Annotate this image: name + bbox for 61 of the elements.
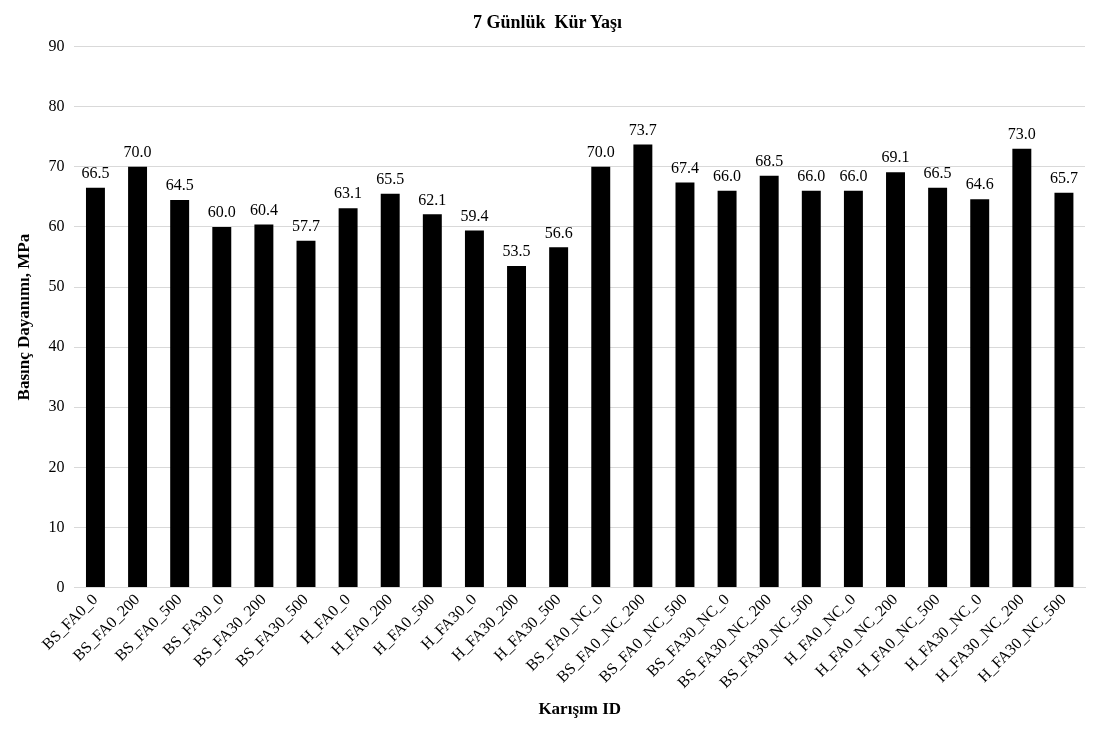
- data-label: 63.1: [334, 184, 363, 202]
- data-label: 67.4: [670, 158, 699, 176]
- y-tick-label: 20: [48, 457, 65, 475]
- x-axis-title: Karışım ID: [538, 699, 622, 719]
- bar: [1054, 192, 1074, 588]
- y-tick-label: 40: [48, 337, 65, 355]
- data-label: 65.7: [1049, 168, 1078, 186]
- data-label: 64.5: [165, 176, 194, 194]
- bar: [254, 224, 274, 588]
- bar: [170, 199, 190, 588]
- data-label: 70.0: [586, 143, 615, 161]
- y-tick-label: 70: [48, 157, 65, 175]
- data-label: 70.0: [123, 143, 152, 161]
- bar: [591, 166, 611, 588]
- bar: [970, 199, 990, 588]
- data-label: 66.0: [713, 167, 742, 185]
- y-tick-label: 10: [48, 517, 65, 535]
- bar: [128, 166, 148, 588]
- data-label: 66.5: [923, 164, 952, 182]
- data-label: 60.0: [207, 203, 236, 221]
- y-tick-label: 50: [48, 277, 65, 295]
- data-label: 65.5: [376, 170, 405, 188]
- data-label: 64.6: [965, 175, 994, 193]
- bar: [85, 187, 105, 588]
- bar: [380, 193, 400, 588]
- data-label: 66.0: [839, 167, 868, 185]
- y-tick-label: 30: [48, 397, 65, 415]
- bar: [633, 144, 653, 588]
- data-label: 57.7: [292, 216, 320, 234]
- y-axis-title: Basınç Dayanımı, MPa: [13, 233, 33, 401]
- data-label: 68.5: [755, 152, 784, 170]
- bar: [296, 240, 316, 588]
- bar: [717, 190, 737, 588]
- bar: [338, 208, 358, 588]
- bar: [464, 230, 484, 588]
- data-label: 56.6: [544, 223, 573, 241]
- y-tick-label: 90: [48, 36, 65, 54]
- chart-title: 7 Günlük Kür Yaşı: [472, 12, 623, 33]
- data-label: 66.5: [81, 164, 110, 182]
- data-label: 53.5: [502, 242, 531, 260]
- data-label: 66.0: [797, 167, 826, 185]
- data-label: 62.1: [418, 190, 447, 208]
- y-tick-label: 80: [48, 96, 65, 114]
- bar: [675, 182, 695, 588]
- y-tick-label: 0: [56, 577, 65, 595]
- bar: [759, 175, 779, 588]
- bar: [422, 214, 442, 588]
- bar: [801, 190, 821, 588]
- bar: [843, 190, 863, 588]
- data-label: 73.7: [628, 120, 657, 138]
- y-tick-label: 60: [48, 217, 65, 235]
- data-label: 69.1: [881, 148, 910, 166]
- data-label: 60.4: [249, 200, 278, 218]
- bar: [1012, 148, 1032, 588]
- data-label: 59.4: [460, 206, 489, 224]
- data-label: 73.0: [1007, 124, 1036, 142]
- bar: [928, 187, 948, 588]
- bar: [507, 266, 527, 588]
- bar: [212, 226, 232, 588]
- bar: [886, 172, 905, 588]
- bar: [549, 247, 569, 588]
